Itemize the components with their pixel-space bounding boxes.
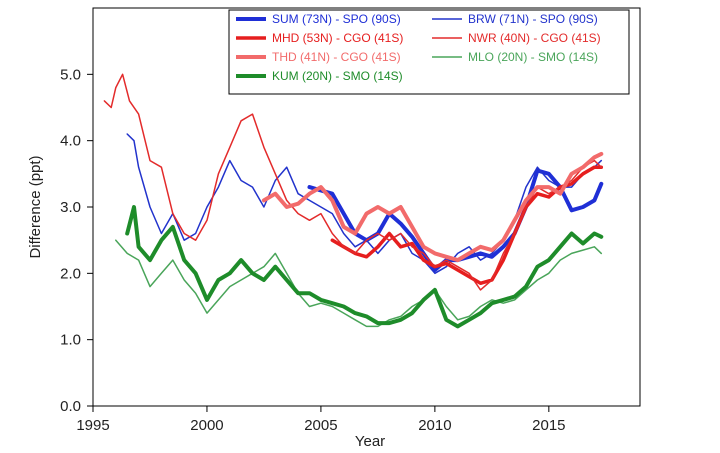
- y-tick-label: 1.0: [60, 332, 81, 349]
- legend-entry: MHD (53N) - CGO (41S): [272, 31, 403, 45]
- y-tick-label: 3.0: [60, 199, 81, 216]
- x-tick-label: 2010: [418, 417, 451, 434]
- x-tick-label: 2015: [532, 417, 565, 434]
- x-axis-label: Year: [355, 433, 385, 450]
- y-tick-label: 5.0: [60, 66, 81, 83]
- y-tick-label: 2.0: [60, 265, 81, 282]
- legend-entry: THD (41N) - CGO (41S): [272, 50, 401, 64]
- x-tick-label: 2000: [190, 417, 223, 434]
- series-line: [261, 151, 604, 263]
- series-line: [103, 73, 603, 291]
- legend: SUM (73N) - SPO (90S) BRW (71N) - SPO (90…: [228, 9, 630, 95]
- legend-box: [228, 9, 630, 95]
- x-tick-label: 2005: [304, 417, 337, 434]
- series-line: [126, 133, 603, 275]
- legend-entry: NWR (40N) - CGO (41S): [468, 31, 601, 45]
- legend-entry: BRW (71N) - SPO (90S): [468, 12, 598, 26]
- y-tick-label: 4.0: [60, 133, 81, 150]
- legend-entry: MLO (20N) - SMO (14S): [468, 50, 598, 64]
- ticks-layer: 1995 2000 2005 2010 2015 0.0 1.0 2.0 3.0 4.0 5.0: [60, 66, 565, 434]
- y-tick-label: 0.0: [60, 398, 81, 415]
- series-layer: [103, 73, 604, 329]
- legend-entry: KUM (20N) - SMO (14S): [272, 69, 403, 83]
- legend-entry: SUM (73N) - SPO (90S): [272, 12, 401, 26]
- x-tick-label: 1995: [76, 417, 109, 434]
- series-line: [115, 239, 603, 328]
- series-line: [330, 165, 604, 286]
- series-line: [125, 205, 604, 329]
- y-axis-label: Difference (ppt): [27, 155, 44, 258]
